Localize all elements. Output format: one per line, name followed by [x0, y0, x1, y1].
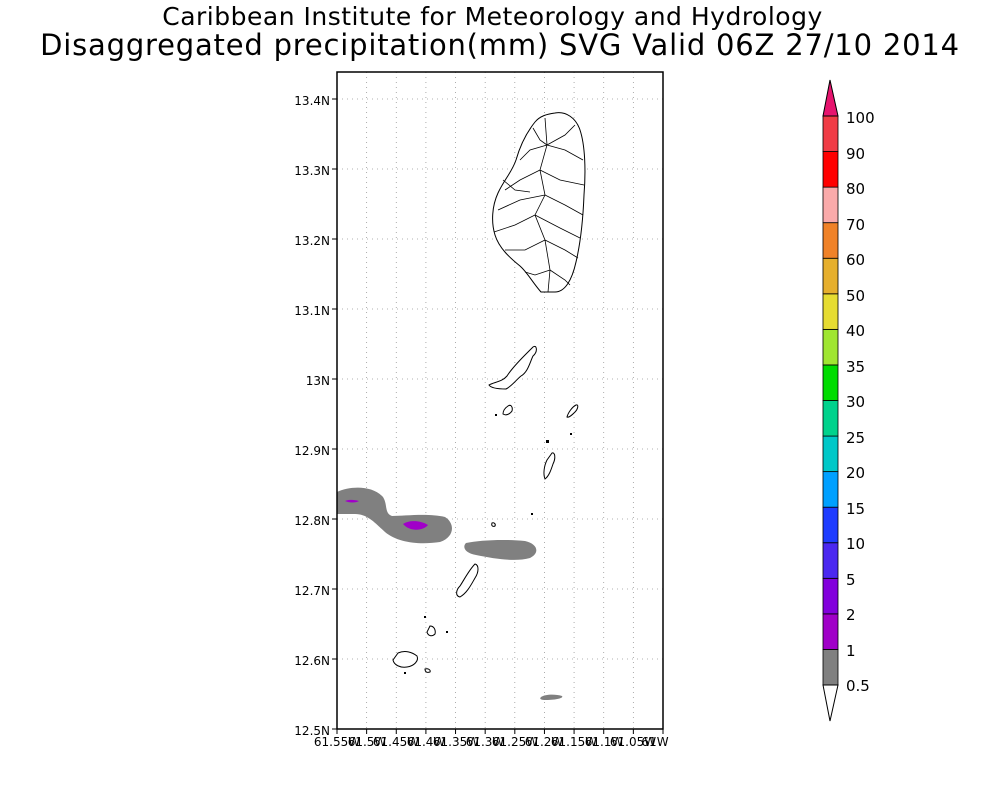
latitude-axis: 13.4N 13.3N 13.2N 13.1N 13N 12.9N 12.8N … [294, 94, 330, 738]
lat-label: 13.1N [294, 304, 330, 318]
colorbar-label: 30 [846, 393, 865, 411]
colorbar-label: 25 [846, 429, 865, 447]
island-union [566, 404, 579, 418]
lon-label: 61.35W [433, 735, 479, 749]
colorbar-label: 90 [846, 145, 865, 163]
precip-cell-west [345, 499, 359, 503]
colorbar-box [822, 151, 839, 188]
colorbar-label: 70 [846, 216, 865, 234]
lon-label: 61.45W [373, 735, 419, 749]
lon-label: 61.25W [492, 735, 538, 749]
colorbar-label: 20 [846, 464, 865, 482]
colorbar-box [822, 364, 839, 401]
colorbar-box [822, 257, 839, 295]
lon-label: 61.5W [348, 735, 387, 749]
plot-frame [336, 71, 664, 730]
colorbar-box [822, 577, 839, 615]
lon-label: 61.4W [407, 735, 446, 749]
colorbar-label: 15 [846, 500, 865, 518]
lat-label: 12.6N [294, 654, 330, 668]
lon-label: 61.2W [525, 735, 564, 749]
lat-label: 13.2N [294, 234, 330, 248]
lat-label: 12.7N [294, 584, 330, 598]
lat-label: 13.3N [294, 164, 330, 178]
precip-area-west [337, 487, 452, 544]
precip-area-south [540, 694, 563, 700]
island-st-vincent [492, 112, 586, 293]
lat-label: 13N [306, 374, 330, 388]
institute-title: Caribbean Institute for Meteorology and … [162, 2, 823, 31]
island-carriacou [456, 563, 479, 598]
islet-dots [404, 414, 572, 674]
colorbar-box [822, 222, 839, 259]
colorbar-box [822, 293, 839, 330]
island-canouan [543, 452, 556, 480]
island-bequia [488, 345, 537, 390]
colorbar-label: 1 [846, 642, 856, 660]
colorbar-box [822, 115, 839, 152]
lon-label: 61W [641, 735, 668, 749]
colorbar-label: 100 [846, 109, 875, 127]
watershed-lines [493, 117, 585, 293]
colorbar-label: 35 [846, 358, 865, 376]
map-subtitle: Disaggregated precipitation(mm) SVG Vali… [40, 28, 960, 62]
colorbar: 0.5 1 2 5 10 15 20 25 30 35 40 50 60 70 … [822, 79, 875, 722]
colorbar-box [822, 186, 839, 224]
island-small-2 [491, 522, 496, 527]
colorbar-label: 5 [846, 571, 856, 589]
lat-label: 13.4N [294, 94, 330, 108]
lat-label: 12.8N [294, 514, 330, 528]
colorbar-label: 0.5 [846, 677, 870, 695]
colorbar-label: 40 [846, 322, 865, 340]
colorbar-lower-triangle [822, 684, 839, 722]
lon-label: 61.05W [610, 735, 656, 749]
precip-cell-center [403, 521, 428, 530]
colorbar-box [822, 649, 839, 686]
colorbar-label: 60 [846, 251, 865, 269]
colorbar-box [822, 328, 839, 366]
axis-ticks [332, 98, 664, 734]
precip-area-center [464, 539, 537, 560]
lon-label: 61.15W [551, 735, 597, 749]
colorbar-box [822, 506, 839, 544]
lon-label: 61.3W [466, 735, 505, 749]
island-mustique [502, 404, 513, 416]
gridlines [337, 72, 663, 729]
colorbar-box [822, 613, 839, 650]
colorbar-box [822, 471, 839, 508]
precip-areas [337, 487, 563, 700]
colorbar-box [822, 542, 839, 579]
colorbar-label: 50 [846, 287, 865, 305]
colorbar-label: 10 [846, 535, 865, 553]
island-ronde [426, 625, 436, 637]
colorbar-upper-triangle [822, 79, 839, 117]
longitude-axis: 61.55W 61.5W 61.45W 61.4W 61.35W 61.3W 6… [314, 735, 669, 749]
colorbar-box [822, 400, 839, 437]
island-small-1 [424, 668, 431, 673]
lon-label: 61.1W [585, 735, 624, 749]
islands [392, 112, 586, 673]
colorbar-label: 80 [846, 180, 865, 198]
island-grenada-north [392, 651, 418, 668]
colorbar-box [822, 435, 839, 473]
colorbar-label: 2 [846, 606, 856, 624]
lat-label: 12.5N [294, 724, 330, 738]
lat-label: 12.9N [294, 444, 330, 458]
lon-label: 61.55W [314, 735, 360, 749]
